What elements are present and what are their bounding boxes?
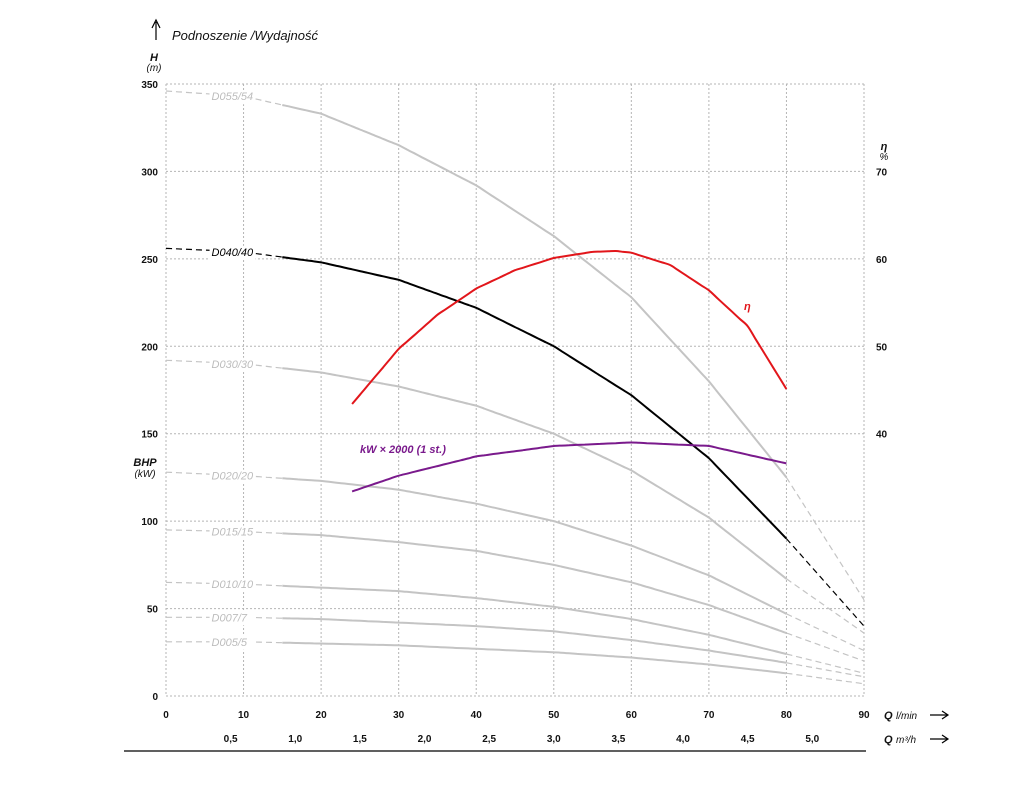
kw-curve-label: kW × 2000 (1 st.) [360, 444, 446, 456]
x-axis-label: Q l/min [884, 710, 918, 722]
secondary-x-axis-label: Q m³/h [884, 734, 916, 746]
secondary-x-tick-label: 2,0 [418, 734, 432, 745]
x-tick-label: 70 [703, 710, 715, 721]
curve-label-d010-10: D010/10 [212, 579, 254, 591]
y-tick-label: 200 [141, 342, 158, 353]
arrow-right-icon [930, 734, 950, 744]
curve-d007-7 [786, 662, 865, 678]
curve-d005-5 [786, 672, 865, 685]
y-tick-label: 350 [141, 80, 158, 91]
curves [165, 90, 865, 685]
curve-label-bg [209, 525, 256, 540]
y-axis-unit: (m) [147, 63, 162, 74]
up-arrow-icon [151, 18, 161, 40]
tick-labels: 0 50 100 150 200 250 300 350 40 50 60 70 0 10 20 30 40 50… [141, 80, 887, 745]
curve-d007-7 [282, 617, 787, 664]
curve-d055-54 [785, 477, 865, 601]
right-axis-unit: % [880, 152, 889, 163]
svg-text:m³/h: m³/h [896, 735, 916, 746]
curve-label-d030-30: D030/30 [212, 359, 254, 371]
curve-label-bg [209, 245, 256, 260]
curve-series-8 [351, 249, 788, 405]
curve-d010-10 [786, 653, 865, 674]
curve-label-bg [209, 611, 256, 626]
y-tick-label: 250 [141, 255, 158, 266]
x-tick-label: 20 [316, 710, 328, 721]
curve-d040-40 [282, 256, 788, 540]
y-axis-label: H [150, 52, 159, 64]
y-tick-label: 150 [141, 430, 158, 441]
curve-d015-15 [282, 532, 787, 635]
curve-label-d020-20: D020/20 [212, 471, 254, 483]
curve-label-bg [209, 469, 256, 484]
secondary-x-tick-label: 4,5 [741, 734, 755, 745]
secondary-x-tick-label: 1,5 [353, 734, 367, 745]
curve-kw-2000-1-st [351, 441, 787, 493]
x-tick-label: 10 [238, 710, 250, 721]
secondary-x-tick-label: 1,0 [288, 734, 302, 745]
secondary-x-tick-label: 2,5 [482, 734, 496, 745]
curve-label-d005-5: D005/5 [212, 637, 248, 649]
curve-d020-20 [786, 613, 865, 652]
curve-d015-15 [786, 632, 865, 662]
curve-d005-5 [282, 641, 787, 675]
y-tick-label: 0 [152, 692, 158, 703]
y-tick-label: 50 [147, 605, 159, 616]
y-tick-label: 100 [141, 517, 158, 528]
curve-d010-10 [282, 584, 787, 655]
x-tick-label: 0 [163, 710, 169, 721]
curve-label-d015-15: D015/15 [212, 527, 254, 539]
svg-text:l/min: l/min [896, 711, 918, 722]
eta-curve-label: η [744, 301, 751, 313]
curve-label-bg [209, 578, 256, 593]
x-tick-label: 50 [548, 710, 560, 721]
svg-text:Q: Q [884, 710, 893, 722]
curve-label-d007-7: D007/7 [212, 612, 248, 624]
curve-d030-30 [786, 578, 865, 634]
arrow-right-icon [930, 710, 950, 720]
right-tick-label: 40 [876, 430, 888, 441]
curve-label-bg [209, 635, 256, 650]
curve-label-bg [209, 357, 256, 372]
curve-d055-54 [282, 104, 788, 479]
curve-labels: D055/54 D040/40 D030/30 D020/20 D015/15 D010/… [209, 90, 751, 650]
right-tick-label: 70 [876, 167, 888, 178]
secondary-x-tick-label: 3,0 [547, 734, 561, 745]
svg-text:Q: Q [884, 734, 893, 746]
axes [124, 18, 950, 752]
curve-label-d055-54: D055/54 [212, 91, 254, 103]
x-tick-label: 80 [781, 710, 793, 721]
right-tick-label: 50 [876, 342, 888, 353]
secondary-x-tick-label: 5,0 [805, 734, 819, 745]
bhp-axis-unit: (kW) [134, 469, 155, 480]
grid [165, 83, 865, 697]
curve-label-bg [209, 90, 256, 105]
curve-label-d040-40: D040/40 [212, 247, 254, 259]
secondary-x-tick-label: 3,5 [611, 734, 625, 745]
bhp-axis-label: BHP [133, 457, 157, 469]
chart-title: Podnoszenie /Wydajność [172, 28, 318, 43]
x-tick-label: 90 [858, 710, 870, 721]
right-tick-label: 60 [876, 255, 888, 266]
right-axis-label: η [881, 141, 888, 153]
curve-d030-30 [282, 367, 788, 580]
secondary-x-tick-label: 4,0 [676, 734, 690, 745]
secondary-x-tick-label: 0,5 [224, 734, 238, 745]
y-tick-label: 300 [141, 167, 158, 178]
curve-d020-20 [282, 477, 787, 615]
x-tick-label: 40 [471, 710, 483, 721]
x-tick-label: 60 [626, 710, 638, 721]
curve-d040-40 [785, 538, 865, 627]
x-tick-label: 30 [393, 710, 405, 721]
